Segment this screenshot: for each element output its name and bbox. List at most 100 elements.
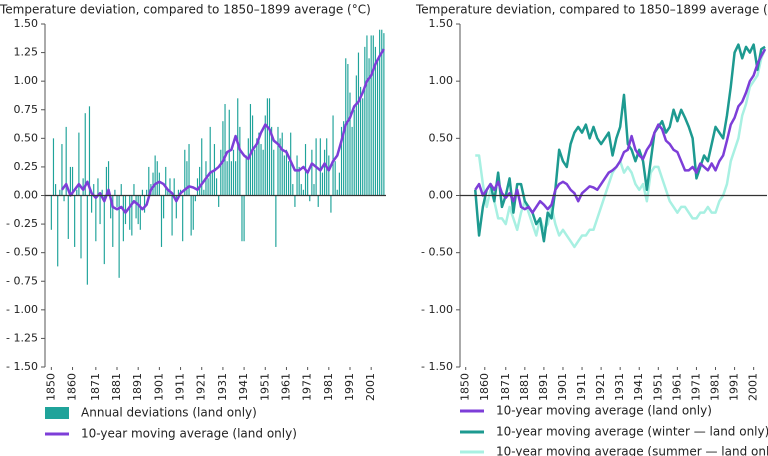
bar (224, 104, 226, 196)
legend-label: Annual deviations (land only) (81, 406, 257, 420)
bar (287, 161, 290, 196)
bar (158, 172, 160, 196)
x-tick-label: 1981 (322, 373, 335, 401)
bar (273, 149, 275, 196)
x-tick-label: 1911 (575, 373, 588, 401)
bar (71, 166, 74, 196)
bar (230, 161, 232, 196)
bar (256, 138, 258, 196)
bar (103, 195, 105, 265)
bar (319, 138, 321, 196)
bar (321, 172, 324, 196)
bar (220, 149, 222, 196)
bar (264, 115, 266, 196)
bar (122, 195, 124, 242)
bar (63, 195, 65, 202)
x-tick-label: 1991 (343, 373, 356, 401)
bar (141, 189, 144, 196)
bar (165, 166, 167, 196)
y-tick-label: 1.25 (14, 46, 39, 59)
bar (241, 195, 243, 242)
x-tick-label: 1961 (279, 373, 292, 401)
bar (260, 144, 262, 196)
x-tick-label: 1991 (728, 373, 741, 401)
bar (61, 144, 63, 196)
bar (50, 195, 52, 230)
x-tick-label: 1961 (670, 373, 683, 401)
legend-label: 10-year moving average (winter — land on… (496, 425, 768, 439)
x-tick-label: 1931 (216, 373, 229, 401)
legend-label: 10-year moving average (summer — land on… (496, 445, 768, 456)
bar (169, 178, 171, 196)
bar (218, 195, 220, 207)
bar (173, 178, 175, 196)
bar (152, 172, 154, 196)
bar (82, 178, 84, 196)
x-tick-label: 1921 (195, 373, 208, 401)
y-tick-label: - 0.50 (6, 246, 38, 259)
bar (209, 126, 211, 196)
bar (57, 195, 59, 267)
bar (91, 195, 93, 213)
bar (163, 195, 165, 219)
x-tick-label: 1871 (499, 373, 512, 401)
bar (107, 161, 110, 196)
bar (338, 172, 340, 196)
bar (379, 29, 381, 196)
x-tick-label: 1941 (237, 373, 250, 401)
x-tick-label: 1860 (478, 373, 491, 401)
bar (235, 161, 237, 196)
line (60, 48, 385, 214)
bar (328, 155, 330, 196)
bar (105, 166, 108, 196)
bar (131, 195, 133, 236)
bar (360, 86, 362, 196)
bar (353, 109, 355, 196)
bar (146, 189, 148, 196)
x-tick-label: 1891 (131, 373, 144, 401)
bar (156, 161, 158, 196)
bar (281, 132, 283, 196)
y-tick-label: - 1.50 (421, 360, 453, 373)
bar (167, 189, 169, 196)
bar (177, 189, 180, 196)
bar (154, 155, 156, 196)
x-tick-label: 1921 (594, 373, 607, 401)
bar (203, 189, 205, 196)
bar (383, 33, 385, 196)
y-tick-label: 0.00 (429, 189, 454, 202)
x-tick-label: 1901 (152, 373, 165, 401)
bar (368, 58, 370, 196)
y-tick-label: - 1.00 (421, 303, 453, 316)
x-tick-label: 1871 (89, 373, 102, 401)
bar (343, 121, 345, 196)
bar (334, 161, 336, 196)
bar (362, 98, 364, 196)
bar (254, 149, 256, 196)
bar (232, 149, 235, 196)
bar (376, 58, 379, 196)
y-tick-label: 0.50 (429, 131, 454, 144)
bar (355, 75, 357, 196)
bar (65, 126, 67, 196)
bar (116, 195, 118, 207)
bar (120, 184, 122, 196)
bar (245, 155, 247, 196)
bar (275, 195, 277, 247)
bar (133, 184, 135, 196)
bar (336, 189, 338, 196)
y-tick-label: 1.50 (429, 17, 454, 30)
line (475, 48, 767, 249)
chart-title: Temperature deviation, compared to 1850–… (0, 3, 371, 17)
x-tick-label: 1971 (301, 373, 314, 401)
x-tick-label: 1891 (537, 373, 550, 401)
bar (101, 189, 103, 196)
bar (364, 46, 366, 196)
x-tick-label: 1850 (459, 373, 472, 401)
x-tick-label: 1860 (66, 373, 79, 401)
bar (279, 138, 281, 196)
bar (59, 189, 61, 196)
bar (330, 195, 332, 213)
bar (249, 104, 252, 196)
y-tick-label: - 0.75 (6, 274, 38, 287)
